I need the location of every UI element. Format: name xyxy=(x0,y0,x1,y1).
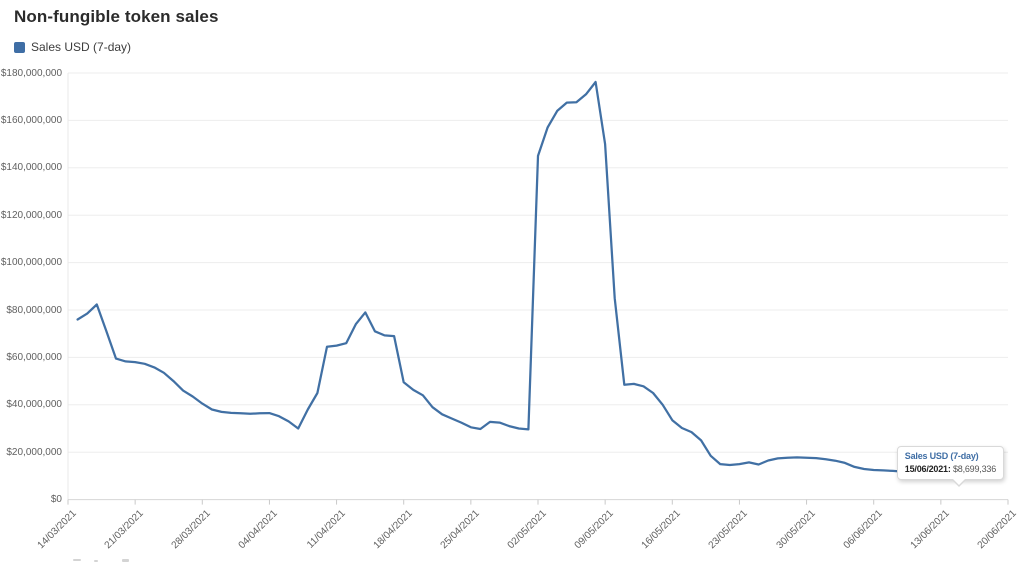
tooltip-point-line: 15/06/2021: $8,699,336 xyxy=(905,463,996,476)
y-axis-label: $160,000,000 xyxy=(0,114,62,126)
y-axis-label: $60,000,000 xyxy=(6,351,62,363)
cropped-text-fragment xyxy=(122,559,129,562)
y-axis-label: $20,000,000 xyxy=(6,446,62,458)
tooltip-date: 15/06/2021: xyxy=(904,463,951,474)
cropped-text-fragment xyxy=(73,559,81,561)
y-axis-label: $140,000,000 xyxy=(0,162,62,174)
y-axis-label: $180,000,000 xyxy=(0,67,62,79)
legend-item-sales-usd[interactable]: Sales USD (7-day) xyxy=(14,40,131,54)
y-axis-label: $120,000,000 xyxy=(0,209,62,221)
tooltip-value: $8,699,336 xyxy=(952,463,996,474)
cropped-text-fragment xyxy=(94,560,98,562)
y-axis-label: $100,000,000 xyxy=(0,257,62,269)
legend-label: Sales USD (7-day) xyxy=(31,40,132,54)
y-axis-label: $0 xyxy=(50,494,62,506)
page-title: Non-fungible token sales xyxy=(14,7,219,26)
hover-tooltip: Sales USD (7-day) 15/06/2021: $8,699,336 xyxy=(896,446,1004,488)
y-axis-label: $80,000,000 xyxy=(6,304,62,316)
tooltip-series-name: Sales USD (7-day) xyxy=(904,451,979,461)
legend-swatch-icon xyxy=(14,41,25,53)
tooltip-arrow-icon xyxy=(952,477,966,485)
y-axis-label: $40,000,000 xyxy=(6,399,62,411)
sales-usd-line[interactable] xyxy=(76,80,962,481)
